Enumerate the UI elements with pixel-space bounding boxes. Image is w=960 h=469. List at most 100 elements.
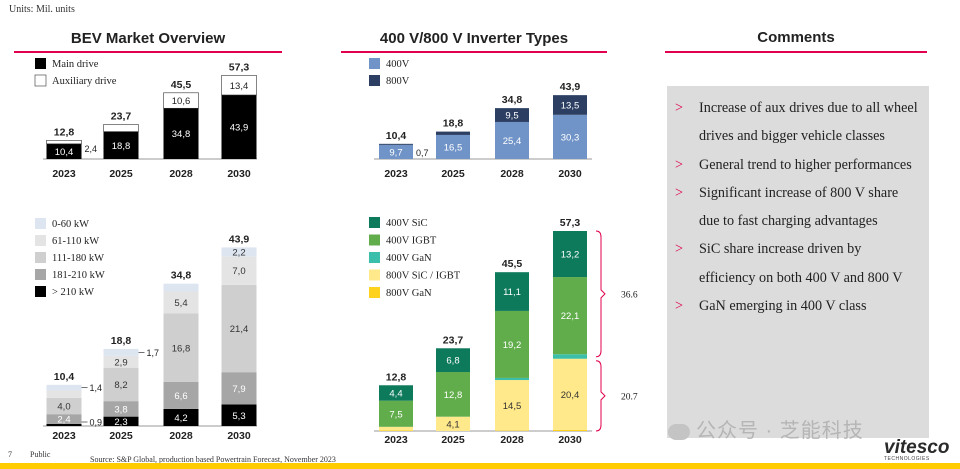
data-label: 7,9 <box>232 384 245 395</box>
year-tick-label: 2025 <box>109 168 133 180</box>
comment-text: Significant increase of 800 V share due … <box>699 184 899 230</box>
data-label: 16,5 <box>444 143 463 154</box>
bar-segment <box>221 247 257 257</box>
legend-swatch <box>369 75 380 86</box>
data-label: 19,2 <box>503 340 522 351</box>
data-label: 43,9 <box>230 123 249 134</box>
bar-segment <box>436 348 470 373</box>
year-tick-label: 2028 <box>500 168 524 180</box>
bar-segment <box>46 423 82 426</box>
legend-label: 800V GaN <box>386 288 432 299</box>
comment-text: Increase of aux drives due to all wheel … <box>699 100 918 145</box>
year-tick-label: 2023 <box>52 430 76 442</box>
total-label: 34,8 <box>502 94 523 106</box>
data-label: 13,2 <box>561 250 580 261</box>
panel-title-inverter: 400 V/800 V Inverter Types <box>379 30 569 47</box>
bar-segment <box>379 426 413 431</box>
data-label: 9,5 <box>505 111 518 122</box>
data-label: 10,6 <box>172 96 191 107</box>
bracket <box>595 360 606 432</box>
wechat-icon <box>668 423 690 440</box>
legend-label: 181-210 kW <box>52 270 105 281</box>
bar-segment <box>46 140 82 145</box>
bar-segment <box>495 121 529 159</box>
bar-segment <box>103 348 139 356</box>
data-label: 16,8 <box>172 343 191 354</box>
data-label: 4,1 <box>446 419 459 430</box>
legend-label: 400V SiC <box>386 218 428 229</box>
data-label: 8,2 <box>114 380 127 391</box>
bar-segment <box>553 277 587 355</box>
year-tick-label: 2025 <box>109 430 133 442</box>
bar-segment <box>103 131 139 159</box>
bar-segment <box>553 114 587 159</box>
comment-item: > General trend to higher performances <box>675 151 919 179</box>
bar-segment <box>103 401 139 417</box>
bullet-arrow-icon: > <box>675 184 684 201</box>
bullet-arrow-icon: > <box>675 241 684 258</box>
bar-segment <box>553 429 587 431</box>
watermark-text: 公众号 · 芝能科技 <box>696 420 864 442</box>
year-tick-label: 2028 <box>500 434 524 446</box>
bar-segment <box>436 134 470 159</box>
bar-segment <box>103 416 139 426</box>
year-tick-label: 2025 <box>441 434 465 446</box>
panel-title-bev: BEV Market Overview <box>70 30 226 47</box>
data-label: 1,4 <box>90 383 103 393</box>
data-label: 22,1 <box>561 311 580 322</box>
year-tick-label: 2028 <box>169 168 193 180</box>
legend-label: 400V IGBT <box>386 236 437 247</box>
data-label: 25,4 <box>503 136 522 147</box>
legend-swatch <box>369 234 380 246</box>
data-label: 6,6 <box>174 391 187 402</box>
bar-segment <box>495 380 529 431</box>
legend-swatch <box>369 252 380 263</box>
bar-segment <box>46 143 82 159</box>
data-label: 6,8 <box>446 356 459 367</box>
bracket-label: 36.6 <box>621 290 638 300</box>
page-number: 7 <box>8 450 12 459</box>
legend-label: 0-60 kW <box>52 219 89 230</box>
year-tick-label: 2030 <box>558 168 582 180</box>
bar-segment <box>379 144 413 159</box>
legend-label: 800V <box>386 76 410 87</box>
total-label: 10,4 <box>386 130 407 142</box>
data-label: 4,2 <box>174 413 187 424</box>
total-label: 23,7 <box>111 111 132 123</box>
year-tick-label: 2030 <box>227 168 251 180</box>
panel-underline-inverter <box>341 51 607 53</box>
bar-segment <box>46 384 82 391</box>
comment-item: > SiC share increase driven by efficiency… <box>675 235 919 292</box>
data-label: 14,5 <box>503 401 522 412</box>
units-label: Units: Mil. units <box>9 4 75 15</box>
legend-swatch <box>34 74 47 87</box>
bar-segment <box>553 231 587 278</box>
comments-list: > Increase of aux drives due to all wheel… <box>667 86 929 320</box>
bar-segment <box>221 404 257 426</box>
legend-label: 61-110 kW <box>52 236 99 247</box>
bar-segment <box>553 358 587 430</box>
classification-label: Public <box>30 450 51 459</box>
data-label: 0,9 <box>90 418 103 428</box>
legend-swatch <box>35 269 46 280</box>
bar-segment <box>163 381 199 409</box>
data-label: 9,7 <box>389 148 402 159</box>
bar-segment <box>495 272 529 311</box>
source-note: Source: S&P Global, production based Pow… <box>90 455 336 464</box>
data-label: 13,4 <box>230 81 249 92</box>
bullet-arrow-icon: > <box>675 100 684 116</box>
legend-swatch <box>35 218 46 229</box>
total-label: 34,8 <box>171 270 192 282</box>
bracket-label: 20.7 <box>621 392 638 402</box>
vitesco-logo: vitesco <box>884 437 950 458</box>
bar-segment <box>495 310 529 378</box>
total-label: 45,5 <box>502 258 523 270</box>
bar-segment <box>379 400 413 427</box>
data-label: 4,4 <box>389 389 402 400</box>
bar-segment <box>103 355 139 368</box>
legend-swatch <box>35 252 46 263</box>
comments-panel: > Increase of aux drives due to all wheel… <box>667 86 929 438</box>
year-tick-label: 2023 <box>384 434 408 446</box>
legend-label: 800V SiC / IGBT <box>386 271 461 282</box>
data-label: 12,8 <box>444 390 463 401</box>
